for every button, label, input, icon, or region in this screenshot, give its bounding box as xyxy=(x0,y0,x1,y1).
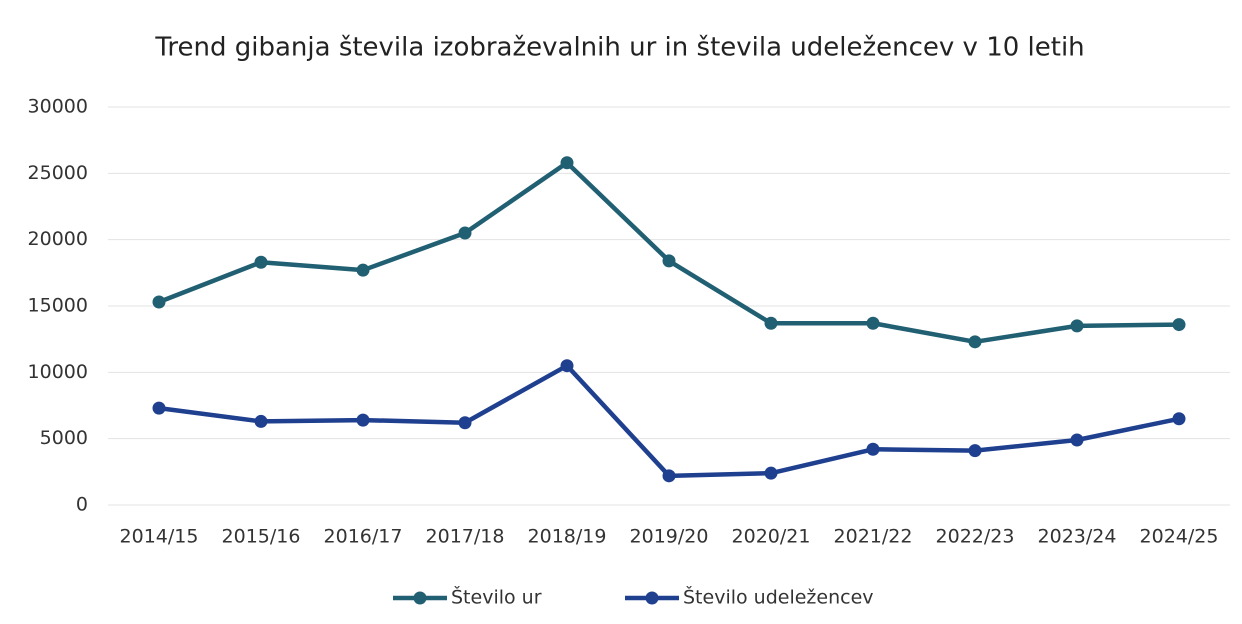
point xyxy=(968,444,982,458)
point xyxy=(1172,412,1186,426)
point xyxy=(662,254,676,268)
x-tick-label: 2015/16 xyxy=(222,526,301,548)
y-tick-label: 30000 xyxy=(28,96,88,118)
x-tick-label: 2024/25 xyxy=(1140,526,1219,548)
y-tick-label: 20000 xyxy=(28,228,88,250)
point xyxy=(764,316,778,330)
point xyxy=(356,263,370,277)
x-tick-label: 2021/22 xyxy=(834,526,913,548)
x-tick-label: 2014/15 xyxy=(120,526,199,548)
point xyxy=(560,156,574,170)
point xyxy=(254,255,268,269)
x-tick-label: 2022/23 xyxy=(936,526,1015,548)
point xyxy=(866,442,880,456)
point xyxy=(152,295,166,309)
point xyxy=(662,469,676,483)
y-tick-label: 5000 xyxy=(40,427,88,449)
point xyxy=(152,401,166,415)
y-tick-label: 15000 xyxy=(28,295,88,317)
point xyxy=(1070,319,1084,333)
legend-marker xyxy=(645,591,659,605)
point xyxy=(458,416,472,430)
legend-label: Število ur xyxy=(451,585,542,609)
point xyxy=(968,335,982,349)
point xyxy=(866,316,880,330)
point xyxy=(1172,318,1186,332)
y-tick-label: 0 xyxy=(76,494,88,516)
lines xyxy=(152,156,1186,483)
point xyxy=(254,414,268,428)
legend-label: Število udeležencev xyxy=(683,585,874,609)
x-tick-label: 2020/21 xyxy=(732,526,811,548)
legend: Število ur Število udeležencev xyxy=(393,585,874,609)
y-tick-label: 10000 xyxy=(28,361,88,383)
point xyxy=(1070,433,1084,447)
legend-marker xyxy=(413,591,427,605)
x-tick-label: 2018/19 xyxy=(528,526,607,548)
x-tick-label: 2023/24 xyxy=(1038,526,1117,548)
x-tick-label: 2019/20 xyxy=(630,526,709,548)
point xyxy=(356,413,370,427)
x-tick-label: 2017/18 xyxy=(426,526,505,548)
grid: 0 5000 10000 15000 20000 25000 30000 2014/15 201… xyxy=(28,96,1230,548)
point xyxy=(560,359,574,373)
point xyxy=(458,226,472,240)
point xyxy=(764,466,778,480)
chart-title: Trend gibanja števila izobraževalnih ur … xyxy=(154,33,1084,63)
x-tick-label: 2016/17 xyxy=(324,526,403,548)
y-tick-label: 25000 xyxy=(28,162,88,184)
